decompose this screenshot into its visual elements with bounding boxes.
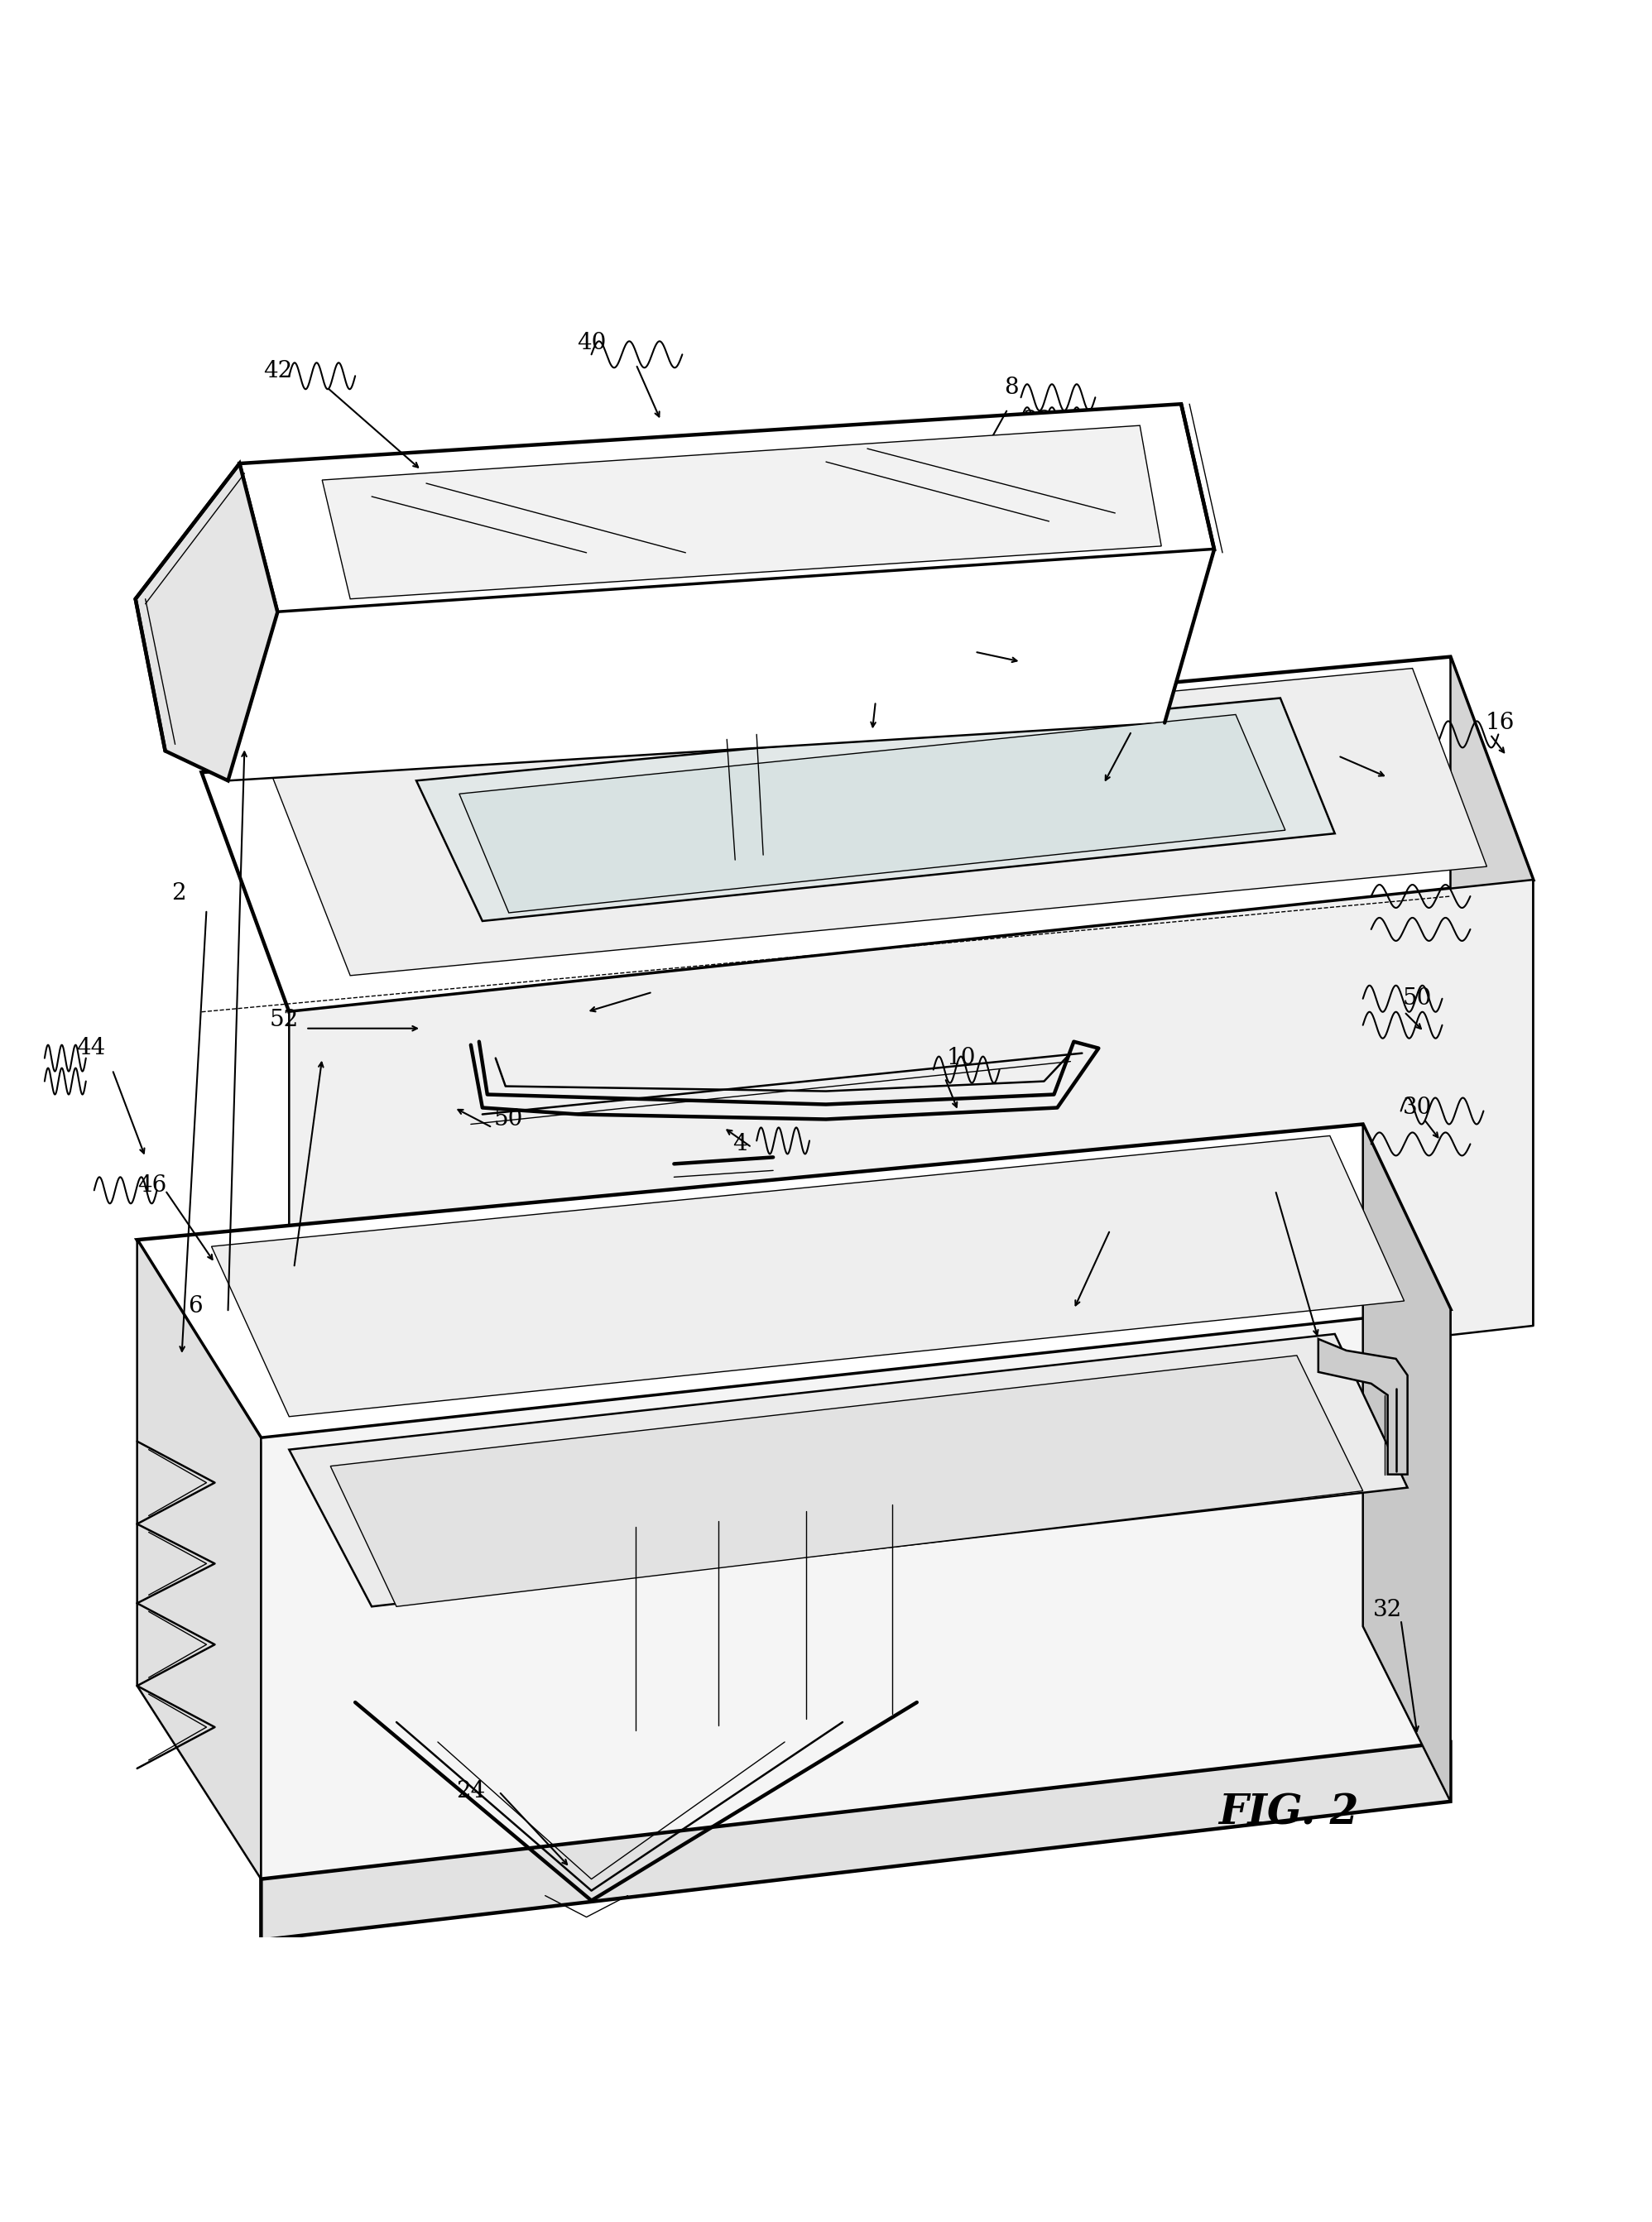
Polygon shape bbox=[137, 1124, 1450, 1438]
Text: 20: 20 bbox=[1310, 735, 1340, 758]
Polygon shape bbox=[459, 715, 1285, 913]
Polygon shape bbox=[240, 404, 1214, 611]
Polygon shape bbox=[211, 1135, 1404, 1418]
Text: 36: 36 bbox=[919, 629, 948, 651]
Text: 24: 24 bbox=[456, 1780, 486, 1802]
Polygon shape bbox=[228, 549, 1214, 780]
Text: 38: 38 bbox=[1023, 409, 1052, 431]
Polygon shape bbox=[1318, 1340, 1408, 1475]
Polygon shape bbox=[261, 1309, 1450, 1880]
Text: 46: 46 bbox=[137, 1173, 167, 1195]
Polygon shape bbox=[202, 658, 1533, 1011]
Polygon shape bbox=[1363, 1124, 1450, 1802]
Polygon shape bbox=[273, 669, 1487, 975]
Text: 54: 54 bbox=[1089, 1207, 1118, 1229]
Text: 10: 10 bbox=[947, 1047, 976, 1069]
Text: 32: 32 bbox=[1373, 1598, 1403, 1622]
Polygon shape bbox=[1450, 658, 1533, 1327]
Text: 44: 44 bbox=[76, 1038, 106, 1060]
Text: 12: 12 bbox=[1122, 707, 1151, 729]
Polygon shape bbox=[137, 1240, 261, 1880]
Polygon shape bbox=[135, 464, 278, 780]
Text: 4: 4 bbox=[733, 1133, 747, 1155]
Polygon shape bbox=[330, 1355, 1363, 1607]
Text: 18: 18 bbox=[258, 1258, 287, 1280]
Text: 52: 52 bbox=[269, 1009, 299, 1031]
Text: FIG. 2: FIG. 2 bbox=[1219, 1793, 1358, 1833]
Polygon shape bbox=[416, 698, 1335, 922]
Polygon shape bbox=[289, 1333, 1408, 1607]
Text: 8: 8 bbox=[1004, 376, 1018, 398]
Text: 30: 30 bbox=[1403, 1095, 1432, 1120]
Text: 50: 50 bbox=[494, 1109, 524, 1131]
Text: 40: 40 bbox=[577, 331, 606, 353]
Text: 2: 2 bbox=[172, 882, 185, 904]
Text: 14: 14 bbox=[1244, 1167, 1274, 1189]
Text: 42: 42 bbox=[263, 360, 292, 382]
Text: 6: 6 bbox=[188, 1295, 202, 1318]
Polygon shape bbox=[261, 1742, 1450, 1940]
Polygon shape bbox=[289, 880, 1533, 1467]
Polygon shape bbox=[322, 424, 1161, 600]
Text: 34: 34 bbox=[861, 684, 890, 707]
Text: 50: 50 bbox=[1403, 987, 1432, 1009]
Text: 16: 16 bbox=[1485, 711, 1515, 733]
